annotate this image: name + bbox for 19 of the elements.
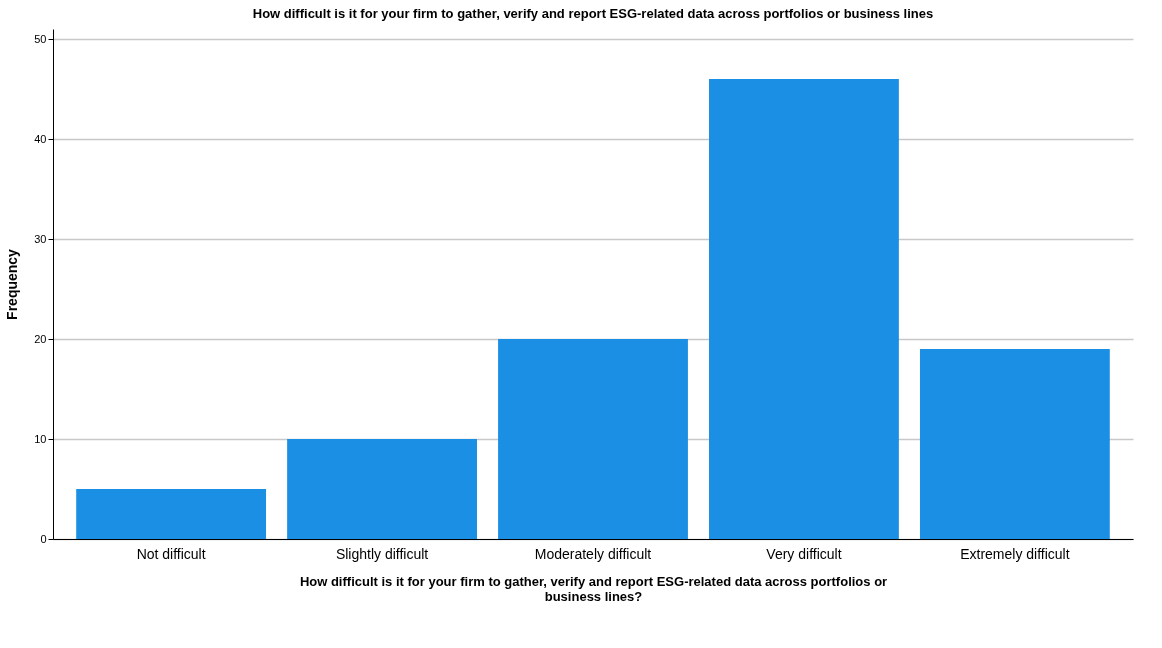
- x-axis-title: How difficult is it for your firm to gather, verify and report ESG-related data across portfolios or business lines?: [299, 573, 888, 604]
- x-tick-label: Slightly difficult: [335, 545, 429, 562]
- bar: [919, 349, 1110, 539]
- y-tick-label: 20: [34, 332, 47, 345]
- y-axis-title: Frequency: [4, 248, 21, 320]
- chart-title: How difficult is it for your firm to gather, verify and report ESG-related data across portfolios or business lines: [252, 6, 934, 21]
- bar: [709, 79, 899, 539]
- bar: [287, 439, 477, 539]
- bar: [498, 339, 688, 539]
- y-tick-label: 0: [40, 532, 47, 545]
- y-tick-label: 50: [34, 32, 47, 45]
- y-tick-label: 30: [34, 232, 47, 245]
- bar: [76, 489, 267, 539]
- x-tick-label: Moderately difficult: [534, 545, 652, 562]
- x-tick-label: Very difficult: [766, 545, 842, 562]
- x-tick-label: Extremely difficult: [960, 545, 1070, 562]
- y-tick-label: 10: [34, 432, 47, 445]
- y-tick-label: 40: [34, 132, 47, 145]
- x-tick-label: Not difficult: [136, 545, 206, 562]
